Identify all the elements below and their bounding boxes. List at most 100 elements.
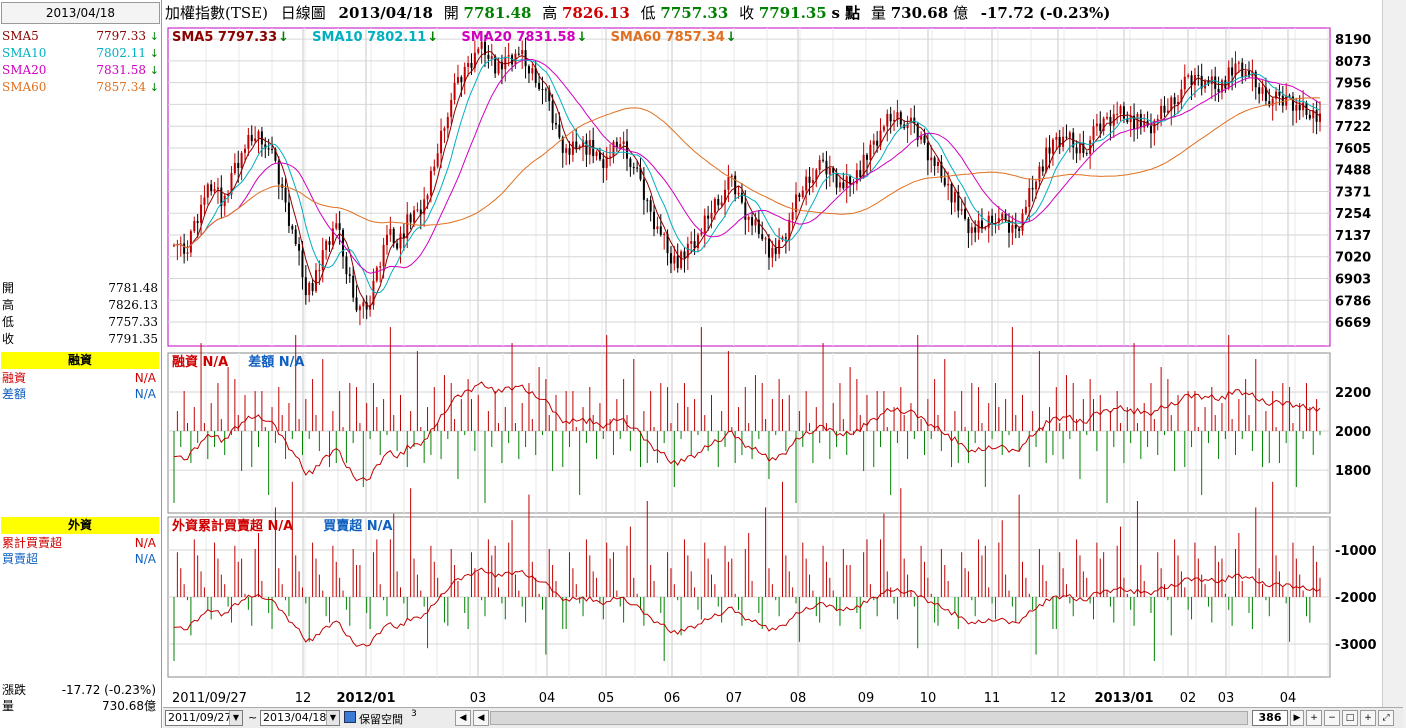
y-tick-label: -2000 (1335, 591, 1377, 606)
fit-icon[interactable]: □ (1342, 710, 1358, 726)
candle-body (595, 152, 598, 157)
candle-body (173, 245, 175, 247)
candle-body (862, 154, 865, 178)
candle-body (940, 162, 943, 179)
candle-body (406, 214, 409, 239)
volume-unit: 億 (952, 4, 968, 22)
candle-body (1119, 106, 1122, 114)
candle-body (382, 244, 385, 267)
candle-body (828, 167, 831, 175)
candle-body (429, 170, 432, 196)
crosshair-icon[interactable]: + (1360, 710, 1376, 726)
candle-body (724, 189, 727, 203)
candle-body (1143, 121, 1146, 128)
ohlc-row: 收 7791.35 (1, 331, 160, 348)
candle-body (866, 154, 869, 160)
candle-body (1085, 153, 1088, 155)
candle-body (801, 190, 804, 197)
candle-body (507, 55, 510, 57)
close-value: 7791.35 (758, 4, 827, 22)
info-label: 漲跌 (2, 683, 27, 697)
candle-body (1041, 166, 1044, 172)
candle-body (409, 214, 412, 223)
candle-body (210, 184, 213, 192)
candle-body (497, 61, 500, 74)
zoom-in-icon[interactable]: + (1306, 710, 1322, 726)
candle-body (669, 253, 672, 264)
sma-name: SMA5 (2, 29, 39, 43)
info-value: 730.68億 (102, 699, 156, 713)
candle-body (186, 252, 189, 254)
candle-body (974, 227, 977, 233)
candle-body (416, 209, 419, 211)
price-legend-item: SMA60 7857.34 (611, 30, 725, 45)
candle-body (852, 183, 855, 185)
candle-body (740, 192, 743, 203)
y-tick-label: 6786 (1335, 294, 1371, 309)
candle-body (1177, 102, 1180, 105)
candle-body (1048, 147, 1051, 154)
end-date-select[interactable]: 2013/04/18 ▼ (260, 710, 340, 726)
sma-name: SMA20 (2, 63, 47, 77)
candle-body (1295, 104, 1298, 111)
candle-body (653, 211, 656, 230)
y-tick-label: 7839 (1335, 98, 1371, 113)
info-row: 融資 N/A (1, 370, 160, 386)
header-date: 2013/04/18 (338, 4, 433, 22)
time-scrollbar-track[interactable] (490, 711, 1248, 725)
vertical-scrollbar[interactable] (1382, 0, 1406, 728)
scroll-left-icon[interactable]: ◀ (473, 710, 489, 726)
candle-body (1075, 147, 1078, 154)
scroll-right-icon[interactable]: ▶ (1290, 710, 1304, 726)
sma-row-sma60: SMA60 7857.34 ↓ (1, 79, 160, 96)
candle-body (629, 158, 632, 168)
start-date-select[interactable]: 2011/09/27 ▼ (165, 710, 243, 726)
candle-body (254, 138, 257, 142)
candle-body (602, 159, 605, 168)
candle-body (1068, 132, 1071, 138)
info-row: 量 730.68億 (1, 698, 160, 714)
info-label: 量 (2, 699, 15, 713)
candle-body (754, 219, 757, 226)
candle-body (243, 148, 246, 153)
arrow-down-icon: ↓ (577, 30, 588, 45)
foreign-cumulative-line (173, 567, 1321, 647)
candle-body (1149, 125, 1152, 134)
candle-body (514, 53, 517, 65)
expand-icon[interactable]: ⤢ (1378, 710, 1394, 726)
candle-body (183, 243, 186, 254)
candle-body (1136, 113, 1139, 130)
candle-body (335, 223, 338, 229)
candle-body (619, 144, 622, 148)
ohlc-row: 高 7826.13 (1, 297, 160, 314)
candle-body (443, 128, 446, 131)
candle-body (247, 134, 250, 149)
chevron-down-icon[interactable]: ▼ (229, 711, 242, 725)
candle-body (342, 229, 345, 257)
candle-body (308, 283, 311, 296)
candle-body (720, 202, 723, 206)
candle-body (274, 149, 277, 161)
candle-body (737, 192, 740, 195)
candle-body (1319, 113, 1321, 122)
ohlc-row: 開 7781.48 (1, 280, 160, 297)
candle-body (291, 225, 294, 230)
reserve-space-icon[interactable] (344, 711, 356, 723)
candle-body (957, 192, 960, 211)
chevron-down-icon[interactable]: ▼ (326, 711, 339, 725)
candle-body (345, 256, 348, 275)
bar-count[interactable]: 386 (1252, 710, 1288, 726)
candle-body (555, 122, 557, 125)
info-value: N/A (134, 387, 156, 401)
candle-body (916, 123, 919, 140)
ohlc-label: 開 (2, 281, 15, 295)
candle-body (964, 209, 967, 219)
zoom-out-icon[interactable]: − (1324, 710, 1340, 726)
stock-chart: 2011/09/27 12 2012/01 03 04 05 06 07 08 09 10 11 12 2… (167, 27, 1377, 706)
spin-left-icon[interactable]: ◀ (455, 710, 471, 726)
low-label: 低 (640, 4, 656, 22)
candle-body (277, 160, 280, 185)
range-tilde: ~ (248, 711, 258, 724)
candle-body (1197, 74, 1200, 76)
candle-body (1031, 188, 1034, 190)
